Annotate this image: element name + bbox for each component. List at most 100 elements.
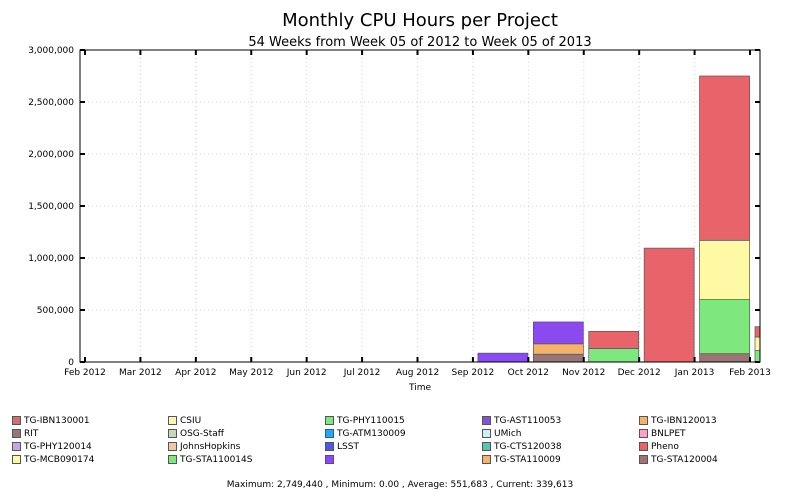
legend-swatch <box>12 455 21 464</box>
bar-segment <box>699 353 750 363</box>
legend-swatch <box>325 455 334 464</box>
x-tick-label: Sep 2012 <box>452 368 495 378</box>
legend-item: TG-STA120004 <box>639 453 718 466</box>
legend-label: TG-CTS120038 <box>494 441 562 452</box>
legend-swatch <box>639 416 648 425</box>
x-tick-label: Jun 2012 <box>286 368 327 378</box>
legend-swatch <box>482 416 491 425</box>
legend-swatch <box>482 429 491 438</box>
legend-label: TG-ATM130009 <box>337 428 406 439</box>
chart-svg: Monthly CPU Hours per Project 54 Weeks f… <box>28 10 771 393</box>
chart-title: Monthly CPU Hours per Project <box>282 10 558 31</box>
legend-item: TG-STA110014S <box>168 453 252 466</box>
legend-swatch <box>482 442 491 451</box>
legend-item: TG-AST110053 <box>482 414 561 427</box>
legend-item <box>325 453 337 466</box>
legend-label: TG-IBN130001 <box>24 415 90 426</box>
legend-item: OSG-Staff <box>168 427 224 440</box>
legend-item: TG-ATM130009 <box>325 427 406 440</box>
y-tick-label: 2,500,000 <box>28 98 74 108</box>
bar-segment <box>532 353 584 363</box>
bar-segment <box>477 352 529 363</box>
legend-swatch <box>325 429 334 438</box>
legend-label: RIT <box>24 428 39 439</box>
bar-stack-group <box>477 75 761 363</box>
grid-lines <box>80 50 760 362</box>
legend-label: LSST <box>337 441 359 452</box>
legend-item: CSIU <box>168 414 201 427</box>
legend-swatch <box>168 455 177 464</box>
legend-swatch <box>482 455 491 464</box>
x-tick-label: Jan 2013 <box>674 368 715 378</box>
legend-item: Pheno <box>639 440 679 453</box>
x-tick-label: Apr 2012 <box>175 368 216 378</box>
legend-swatch <box>168 416 177 425</box>
legend-label: TG-STA120004 <box>651 454 718 465</box>
bar-segment <box>699 239 750 300</box>
legend-label: CSIU <box>180 415 202 426</box>
x-tick-label: Oct 2012 <box>508 368 549 378</box>
y-tick-label: 0 <box>68 358 74 368</box>
legend-swatch <box>12 429 21 438</box>
legend-swatch <box>12 416 21 425</box>
x-tick-label: Aug 2012 <box>396 368 439 378</box>
bar-segment <box>532 343 584 355</box>
bar-segment <box>532 321 584 345</box>
legend-item: TG-IBN130001 <box>12 414 90 427</box>
legend-item: TG-MCB090174 <box>12 453 94 466</box>
legend-swatch <box>325 416 334 425</box>
legend-item: LSST <box>325 440 359 453</box>
y-axis: 0 500,000 1,000,000 1,500,000 2,000,000 2,500… <box>28 46 760 368</box>
legend-item: TG-STA110009 <box>482 453 561 466</box>
y-tick-label: 2,000,000 <box>28 150 74 160</box>
bar-segment <box>643 247 695 363</box>
bar-segment <box>699 299 750 355</box>
x-tick-label: May 2012 <box>229 368 273 378</box>
legend-label: TG-MCB090174 <box>24 454 95 465</box>
legend-item: BNLPET <box>639 427 686 440</box>
bar-segment <box>754 336 761 351</box>
legend-item: TG-CTS120038 <box>482 440 562 453</box>
legend-label: TG-AST110053 <box>494 415 562 426</box>
legend-swatch <box>168 429 177 438</box>
legend-swatch <box>639 455 648 464</box>
x-tick-label: Mar 2012 <box>119 368 162 378</box>
legend-label: TG-IBN120013 <box>651 415 717 426</box>
chart-subtitle: 54 Weeks from Week 05 of 2012 to Week 05… <box>248 35 591 50</box>
legend-swatch <box>639 442 648 451</box>
legend-label: UMich <box>494 428 522 439</box>
legend-item: TG-PHY120014 <box>12 440 92 453</box>
legend-item: TG-PHY110015 <box>325 414 405 427</box>
legend-item: JohnsHopkins <box>168 440 240 453</box>
bar-segment <box>754 326 761 338</box>
bar-segment <box>699 75 750 241</box>
legend-swatch <box>639 429 648 438</box>
x-tick-label: Feb 2012 <box>64 368 106 378</box>
legend-label: TG-STA110009 <box>494 454 561 465</box>
legend-label: JohnsHopkins <box>180 441 241 452</box>
legend-label: TG-PHY120014 <box>24 441 92 452</box>
x-tick-label: Dec 2012 <box>618 368 661 378</box>
legend-label: TG-STA110014S <box>180 454 253 465</box>
legend-label: OSG-Staff <box>180 428 224 439</box>
chart-summary: Maximum: 2,749,440 , Minimum: 0.00 , Ave… <box>226 480 574 490</box>
x-axis-label: Time <box>408 383 431 393</box>
legend-item: TG-IBN120013 <box>639 414 717 427</box>
legend-swatch <box>168 442 177 451</box>
x-tick-label: Nov 2012 <box>562 368 605 378</box>
legend-item: UMich <box>482 427 522 440</box>
y-tick-label: 3,000,000 <box>28 46 74 56</box>
bar-segment <box>588 348 640 363</box>
legend-swatch <box>325 442 334 451</box>
legend-swatch <box>12 442 21 451</box>
bar-segment <box>754 350 761 363</box>
x-tick-label: Feb 2013 <box>729 368 771 378</box>
y-tick-label: 1,000,000 <box>28 254 74 264</box>
legend-label: BNLPET <box>651 428 686 439</box>
bar-segment <box>588 330 640 349</box>
y-tick-label: 500,000 <box>37 306 74 316</box>
legend-label: TG-PHY110015 <box>337 415 405 426</box>
x-axis: Feb 2012 Mar 2012 Apr 2012 May 2012 Jun 2012… <box>64 50 771 378</box>
legend-item: RIT <box>12 427 38 440</box>
